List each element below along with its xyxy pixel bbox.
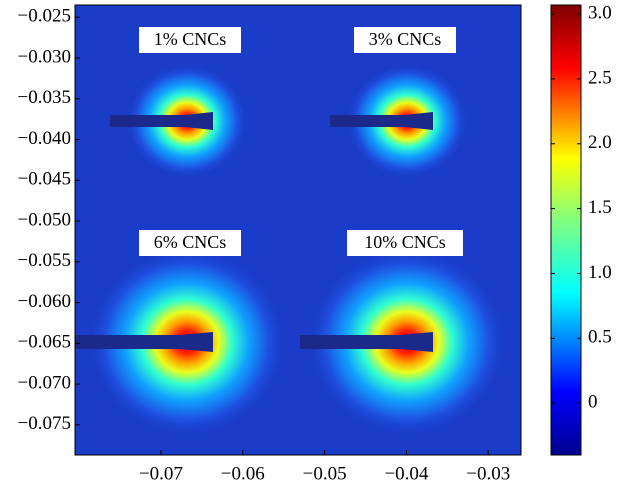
y-tick-label: −0.045	[18, 169, 71, 190]
x-tick-label: −0.05	[303, 463, 347, 484]
beam-stop	[75, 332, 213, 352]
y-tick-label: −0.065	[18, 332, 71, 353]
annotation: 10% CNCs	[364, 232, 446, 252]
plot-frame	[74, 4, 522, 456]
x-tick-label: −0.06	[221, 463, 265, 484]
label-box	[354, 27, 456, 53]
beam-stop	[110, 112, 213, 130]
y-tick-label: −0.025	[18, 6, 71, 27]
colorbar-tick-label: 0.5	[588, 327, 612, 348]
colorbar-tick-label: 1.5	[588, 197, 612, 218]
y-tick-label: −0.075	[18, 413, 71, 434]
beam-stop	[330, 112, 433, 130]
y-tick-label: −0.055	[18, 250, 71, 271]
x-tick-label: −0.04	[384, 463, 428, 484]
y-tick-label: −0.070	[18, 372, 71, 393]
label-box	[139, 27, 241, 53]
colorbar-tick-label: 0	[588, 391, 598, 412]
x-tick-label: −0.07	[139, 463, 183, 484]
label-box	[347, 230, 463, 256]
y-tick-label: −0.050	[18, 209, 71, 230]
colorbar	[550, 4, 582, 456]
colorbar-tick-label: 2.5	[588, 67, 612, 88]
y-tick-label: −0.035	[18, 87, 71, 108]
y-tick-label: −0.060	[18, 291, 71, 312]
beam-stop	[300, 332, 433, 352]
annotation: 3% CNCs	[369, 29, 442, 49]
annotation: 6% CNCs	[154, 232, 227, 252]
y-tick-label: −0.040	[18, 128, 71, 149]
colorbar-tick-label: 3.0	[588, 2, 612, 23]
colorbar-tick-label: 2.0	[588, 132, 612, 153]
annotation: 1% CNCs	[154, 29, 227, 49]
x-tick-label: −0.03	[466, 463, 510, 484]
colorbar-tick-label: 1.0	[588, 262, 612, 283]
label-box	[139, 230, 241, 256]
y-tick-label: −0.030	[18, 46, 71, 67]
